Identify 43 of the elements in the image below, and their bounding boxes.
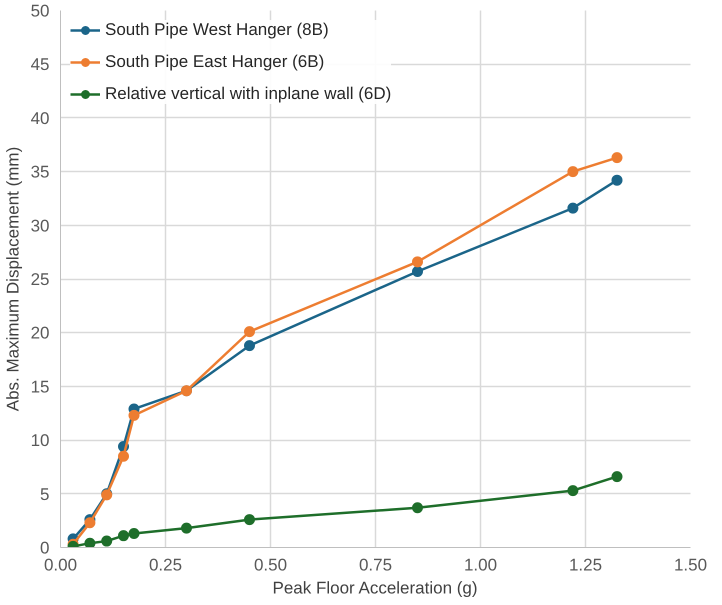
x-axis-title: Peak Floor Acceleration (g) [272,578,478,598]
y-tick-label: 45 [30,55,50,74]
point [118,530,129,542]
point [612,174,622,186]
point [412,502,423,514]
point [412,266,423,277]
point [181,522,192,534]
y-axis-title: Abs. Maximum Displacement (mm) [4,146,23,412]
point [567,166,578,178]
point [567,485,578,496]
y-tick-label: 10 [30,431,50,450]
point [244,514,255,526]
y-tick-label: 50 [30,2,50,20]
point [118,450,129,462]
point [612,471,622,482]
point [84,538,96,548]
legend-label: South Pipe West Hanger (8B) [105,20,329,40]
point [128,410,140,421]
x-tick-label: 0.00 [44,556,78,574]
point [244,340,255,352]
point [101,536,112,547]
x-tick-label: 1.25 [568,556,602,574]
x-tick-label: 0.25 [148,556,182,574]
x-tick-label: 1.50 [674,556,708,574]
point [128,528,140,540]
y-tick-label: 20 [30,324,50,343]
y-tick-label: 5 [40,484,50,504]
y-tick-label: 40 [30,108,50,128]
x-tick-label: 1.00 [464,556,498,574]
legend-label: South Pipe East Hanger (6B) [105,52,324,72]
legend-label: Relative vertical with inplane wall (6D) [105,84,392,104]
y-tick-label: 0 [40,538,50,558]
point [84,517,96,528]
point [612,152,622,164]
x-tick-label: 0.75 [358,556,392,574]
point [412,256,423,268]
point [244,326,255,338]
y-tick-label: 35 [30,162,50,182]
y-tick-label: 15 [30,377,50,396]
x-tick-label: 0.50 [254,556,288,574]
y-tick-label: 30 [30,216,50,236]
y-tick-label: 25 [30,270,50,289]
point [567,202,578,214]
